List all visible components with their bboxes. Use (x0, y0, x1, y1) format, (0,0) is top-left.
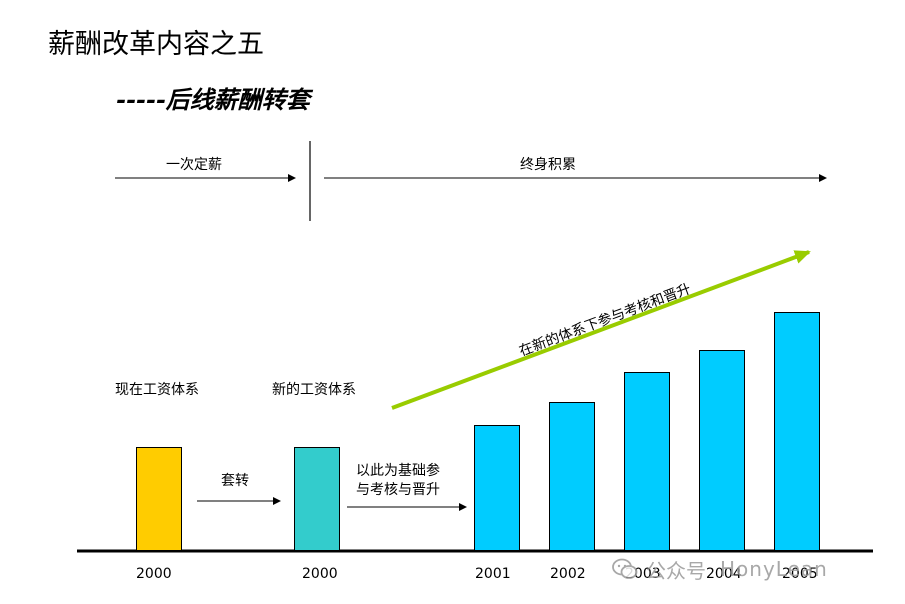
phase-right-label: 终身积累 (520, 157, 576, 173)
bar-current-2000 (136, 447, 182, 551)
wechat-icon (612, 558, 638, 579)
year-label: 2001 (475, 566, 511, 582)
bar-2003 (624, 372, 670, 551)
watermark: 公众号 HonyLean (612, 553, 828, 585)
page-subtitle: -----后线薪酬转套 (116, 85, 310, 114)
transfer-label: 套转 (221, 473, 249, 489)
year-label: 2005 (782, 566, 818, 582)
year-label: 2002 (550, 566, 586, 582)
bar-2004 (699, 350, 745, 551)
page-title: 薪酬改革内容之五 (48, 29, 264, 60)
current-system-label: 现在工资体系 (115, 382, 199, 398)
watermark-account: 公众号 (646, 558, 706, 583)
basis-label-line1: 以此为基础参 (356, 463, 440, 479)
bar-new-2000 (294, 447, 340, 551)
year-label: 2000 (136, 566, 172, 582)
trend-arrow (391, 250, 811, 410)
phase-left-label: 一次定薪 (166, 157, 222, 173)
year-label: 2004 (706, 566, 742, 582)
year-label: 2000 (302, 566, 338, 582)
watermark-brand: HonyLean (720, 557, 828, 581)
basis-label-line2: 与考核与晋升 (356, 482, 440, 498)
bar-2002 (549, 402, 595, 551)
bar-2005 (774, 312, 820, 551)
bar-2001 (474, 425, 520, 551)
new-system-label: 新的工资体系 (272, 382, 356, 398)
